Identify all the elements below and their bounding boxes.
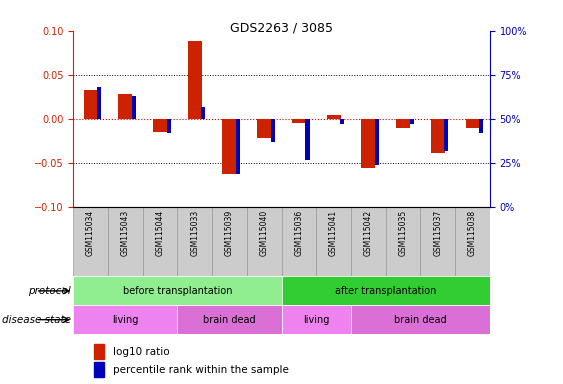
Bar [361,119,375,167]
Text: disease state: disease state [2,314,71,325]
Bar [466,119,480,128]
Bar [351,305,490,334]
Bar [108,207,142,276]
Text: GSM115037: GSM115037 [434,209,442,256]
Text: brain dead: brain dead [394,314,446,325]
Text: living: living [112,314,138,325]
Bar [177,305,282,334]
Bar [257,119,271,139]
Bar [282,305,351,334]
Bar [73,276,282,305]
Bar [410,119,414,124]
Text: protocol: protocol [28,286,71,296]
Text: GSM115040: GSM115040 [260,209,269,256]
Bar [73,305,177,334]
Text: GSM115044: GSM115044 [155,209,164,256]
Bar [73,207,108,276]
Bar [455,207,490,276]
Text: GSM115042: GSM115042 [364,209,373,256]
Text: GSM115039: GSM115039 [225,209,234,256]
Text: GDS2263 / 3085: GDS2263 / 3085 [230,21,333,34]
Bar [271,119,275,142]
Text: before transplantation: before transplantation [123,286,232,296]
Bar [479,119,483,133]
Text: GSM115043: GSM115043 [121,209,129,256]
Bar [94,362,105,377]
Text: GSM115033: GSM115033 [190,209,199,256]
Bar [444,119,449,151]
Text: after transplantation: after transplantation [335,286,436,296]
Bar [94,344,105,359]
Bar [351,207,386,276]
Bar [97,87,101,119]
Text: brain dead: brain dead [203,314,256,325]
Bar [83,90,97,119]
Bar [306,119,310,160]
Bar [282,276,490,305]
Bar [153,119,167,132]
Bar [177,207,212,276]
Bar [202,107,205,119]
Bar [431,119,445,152]
Text: percentile rank within the sample: percentile rank within the sample [113,365,289,375]
Bar [212,207,247,276]
Bar [375,119,379,165]
Text: log10 ratio: log10 ratio [113,347,169,357]
Text: GSM115041: GSM115041 [329,209,338,256]
Bar [222,119,236,174]
Bar [142,207,177,276]
Text: GSM115038: GSM115038 [468,209,477,256]
Bar [167,119,171,133]
Bar [247,207,282,276]
Bar [282,207,316,276]
Bar [118,94,132,119]
Text: living: living [303,314,329,325]
Bar [396,119,410,128]
Text: GSM115035: GSM115035 [399,209,408,256]
Bar [132,96,136,119]
Bar [327,114,341,119]
Bar [316,207,351,276]
Bar [292,119,306,123]
Bar [187,41,202,119]
Bar [386,207,421,276]
Text: GSM115036: GSM115036 [294,209,303,256]
Bar [236,119,240,174]
Bar [340,119,345,124]
Bar [421,207,455,276]
Text: GSM115034: GSM115034 [86,209,95,256]
